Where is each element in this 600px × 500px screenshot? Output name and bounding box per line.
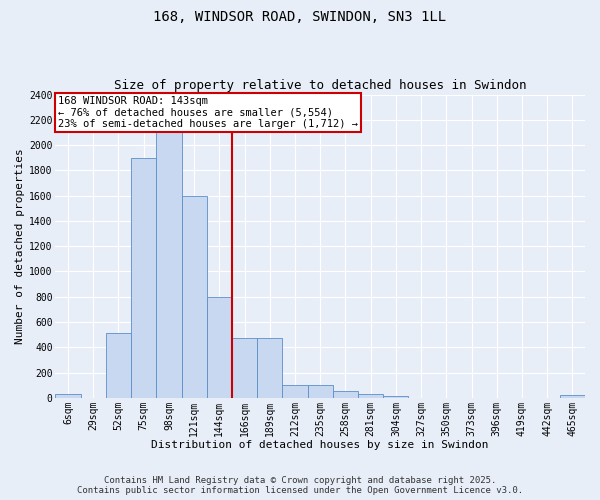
- Bar: [560, 396, 585, 398]
- Bar: [207, 296, 232, 398]
- Bar: [358, 394, 383, 398]
- Title: Size of property relative to detached houses in Swindon: Size of property relative to detached ho…: [114, 79, 526, 92]
- X-axis label: Distribution of detached houses by size in Swindon: Distribution of detached houses by size …: [151, 440, 489, 450]
- Bar: [308, 385, 333, 398]
- Bar: [283, 385, 308, 398]
- Text: 168, WINDSOR ROAD, SWINDON, SN3 1LL: 168, WINDSOR ROAD, SWINDON, SN3 1LL: [154, 10, 446, 24]
- Bar: [131, 158, 157, 398]
- Bar: [157, 94, 182, 398]
- Text: Contains HM Land Registry data © Crown copyright and database right 2025.
Contai: Contains HM Land Registry data © Crown c…: [77, 476, 523, 495]
- Bar: [106, 334, 131, 398]
- Y-axis label: Number of detached properties: Number of detached properties: [15, 148, 25, 344]
- Bar: [232, 338, 257, 398]
- Text: 168 WINDSOR ROAD: 143sqm
← 76% of detached houses are smaller (5,554)
23% of sem: 168 WINDSOR ROAD: 143sqm ← 76% of detach…: [58, 96, 358, 130]
- Bar: [383, 396, 409, 398]
- Bar: [257, 338, 283, 398]
- Bar: [333, 392, 358, 398]
- Bar: [55, 394, 80, 398]
- Bar: [182, 196, 207, 398]
